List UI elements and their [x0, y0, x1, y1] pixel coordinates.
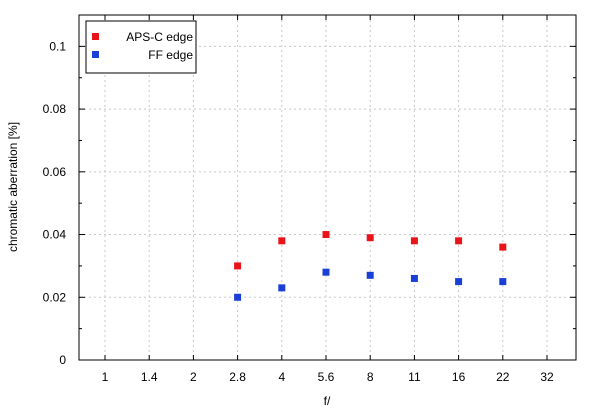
- ff-edge-point: [366, 271, 374, 279]
- aps-c-edge-point: [234, 262, 242, 270]
- ff-edge-point: [322, 268, 330, 276]
- plot-frame: [78, 14, 577, 361]
- y-tick-label: 0.08: [43, 102, 67, 116]
- x-tick-label: 5.6: [318, 370, 335, 384]
- ff-edge-point: [499, 278, 507, 286]
- y-tick-label: 0.02: [43, 290, 67, 304]
- x-tick-label: 1.4: [141, 370, 158, 384]
- legend-marker-aps-c: [92, 33, 99, 40]
- x-tick-label: 11: [408, 370, 421, 384]
- legend: APS-C edge FF edge: [85, 20, 197, 74]
- legend-box: [85, 20, 197, 74]
- axis-ticks: [79, 15, 576, 361]
- legend-marker-ff: [92, 51, 99, 58]
- y-tick-label: 0.06: [43, 165, 67, 179]
- x-tick-label: 16: [452, 370, 466, 384]
- x-tick-label: 2: [190, 370, 197, 384]
- aps-c-edge-point: [366, 234, 374, 242]
- ff-edge-point: [278, 284, 286, 292]
- y-tick-label: 0.1: [49, 39, 66, 53]
- ff-edge-point: [410, 274, 418, 282]
- x-tick-label: 4: [278, 370, 285, 384]
- aps-c-edge-point: [278, 237, 286, 245]
- data-points: [234, 231, 507, 301]
- x-axis-title: f/: [324, 394, 331, 408]
- x-tick-labels: 1 1.4 2 2.8 4 5.6 8 11 16 22 32: [102, 370, 554, 384]
- x-tick-label: 2.8: [229, 370, 246, 384]
- y-tick-labels: 0 0.02 0.04 0.06 0.08 0.1: [43, 39, 67, 367]
- legend-label-aps-c: APS-C edge: [126, 30, 193, 44]
- x-tick-label: 8: [367, 370, 374, 384]
- x-tick-label: 32: [540, 370, 554, 384]
- aps-c-edge-point: [455, 237, 463, 245]
- x-tick-label: 1: [102, 370, 109, 384]
- aps-c-edge-point: [322, 231, 330, 239]
- y-tick-label: 0: [59, 353, 66, 367]
- y-tick-label: 0.04: [43, 228, 67, 242]
- ff-edge-point: [234, 293, 242, 301]
- legend-label-ff: FF edge: [148, 48, 193, 62]
- ff-edge-point: [455, 278, 463, 286]
- aps-c-edge-point: [410, 237, 418, 245]
- aps-c-edge-point: [499, 243, 507, 251]
- x-tick-label: 22: [496, 370, 510, 384]
- y-axis-title: chromatic aberration [%]: [6, 122, 20, 252]
